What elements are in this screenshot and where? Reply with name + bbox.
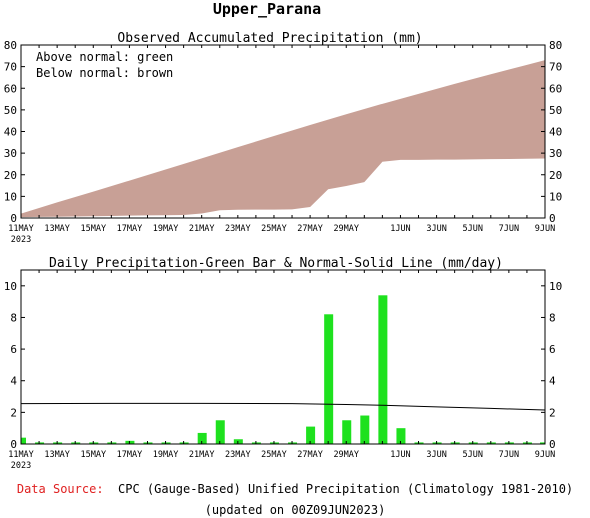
y-tick-label-left: 40 xyxy=(4,126,17,139)
daily-precip-bar xyxy=(324,314,334,444)
x-tick-label: 19MAY xyxy=(153,450,179,460)
x-tick-label: 21MAY xyxy=(189,224,215,234)
y-tick-label-left: 60 xyxy=(4,82,17,95)
daily-precip-bar xyxy=(378,295,388,444)
x-tick-label: 11MAY xyxy=(8,450,34,460)
y-tick-label-right: 70 xyxy=(549,61,562,74)
x-tick-label: 27MAY xyxy=(297,224,323,234)
y-tick-label-right: 80 xyxy=(549,39,562,52)
x-tick-label: 11MAY xyxy=(8,224,34,234)
y-tick-label-left: 50 xyxy=(4,104,17,117)
x-tick-label: 1JUN xyxy=(390,224,410,234)
x-tick-label: 13MAY xyxy=(44,224,70,234)
y-tick-label-right: 6 xyxy=(549,343,556,356)
y-tick-label-right: 40 xyxy=(549,126,562,139)
x-tick-label: 17MAY xyxy=(117,450,143,460)
y-tick-label-left: 6 xyxy=(10,343,17,356)
bottom-chart-title: Daily Precipitation-Green Bar & Normal-S… xyxy=(49,256,503,271)
y-tick-label-right: 10 xyxy=(549,280,562,293)
data-source-label: Data Source: xyxy=(16,482,104,496)
y-tick-label-left: 10 xyxy=(4,280,17,293)
x-tick-label: 5JUN xyxy=(462,224,482,234)
x-tick-label: 7JUN xyxy=(499,450,519,460)
y-tick-label-right: 0 xyxy=(549,438,556,451)
y-tick-label-right: 8 xyxy=(549,311,556,324)
y-tick-label-left: 4 xyxy=(10,375,17,388)
x-tick-label: 19MAY xyxy=(153,224,179,234)
y-tick-label-right: 50 xyxy=(549,104,562,117)
y-tick-label-left: 80 xyxy=(4,39,17,52)
x-tick-year-label: 2023 xyxy=(11,235,31,245)
daily-precip-bar xyxy=(21,437,26,444)
y-tick-label-right: 10 xyxy=(549,190,562,203)
y-tick-label-right: 30 xyxy=(549,147,562,160)
normal-daily-line xyxy=(20,402,546,411)
x-tick-label: 5JUN xyxy=(462,450,482,460)
legend-below-normal: Below normal: brown xyxy=(36,66,173,80)
y-tick-label-left: 70 xyxy=(4,61,17,74)
daily-precip-bar xyxy=(360,415,370,444)
y-tick-label-right: 60 xyxy=(549,82,562,95)
x-tick-label: 3JUN xyxy=(426,450,446,460)
y-tick-label-right: 4 xyxy=(549,375,556,388)
x-tick-year-label: 2023 xyxy=(11,461,31,471)
top-chart-title: Observed Accumulated Precipitation (mm) xyxy=(117,31,422,46)
y-tick-label-right: 0 xyxy=(549,212,556,225)
x-tick-label: 27MAY xyxy=(297,450,323,460)
x-tick-label: 23MAY xyxy=(225,224,251,234)
daily-precip-bar xyxy=(215,420,225,444)
x-tick-label: 15MAY xyxy=(80,224,106,234)
x-tick-label: 23MAY xyxy=(225,450,251,460)
y-tick-label-left: 20 xyxy=(4,169,17,182)
daily-precip-bar xyxy=(342,420,352,444)
y-tick-label-left: 30 xyxy=(4,147,17,160)
x-tick-label: 25MAY xyxy=(261,450,287,460)
x-tick-label: 3JUN xyxy=(426,224,446,234)
data-source-line: Data Source: CPC (Gauge-Based) Unified P… xyxy=(0,482,590,496)
daily-precip-bar xyxy=(396,428,406,444)
y-tick-label-left: 2 xyxy=(10,406,17,419)
x-tick-label: 1JUN xyxy=(390,450,410,460)
plot-frame xyxy=(20,269,546,445)
x-tick-label: 25MAY xyxy=(261,224,287,234)
x-tick-label: 29MAY xyxy=(333,224,359,234)
x-tick-label: 7JUN xyxy=(499,224,519,234)
x-tick-label: 9JUN xyxy=(535,450,555,460)
page-title: Upper_Parana xyxy=(213,0,321,18)
daily-precip-bar xyxy=(197,432,207,444)
y-tick-label-left: 10 xyxy=(4,190,17,203)
x-tick-label: 17MAY xyxy=(117,224,143,234)
legend-above-normal: Above normal: green xyxy=(36,50,173,64)
updated-line: (updated on 00Z09JUN2023) xyxy=(204,503,386,517)
y-tick-label-left: 8 xyxy=(10,311,17,324)
y-tick-label-left: 0 xyxy=(10,438,17,451)
y-tick-label-right: 2 xyxy=(549,406,556,419)
x-tick-label: 15MAY xyxy=(80,450,106,460)
y-tick-label-right: 20 xyxy=(549,169,562,182)
x-tick-label: 29MAY xyxy=(333,450,359,460)
daily-precip-bar xyxy=(306,426,316,444)
observed-accumulation-area xyxy=(21,158,545,218)
x-tick-label: 9JUN xyxy=(535,224,555,234)
y-tick-label-left: 0 xyxy=(10,212,17,225)
x-tick-label: 21MAY xyxy=(189,450,215,460)
x-tick-label: 13MAY xyxy=(44,450,70,460)
data-source-text: CPC (Gauge-Based) Unified Precipitation … xyxy=(118,482,574,496)
daily-precip-bar xyxy=(540,442,545,444)
